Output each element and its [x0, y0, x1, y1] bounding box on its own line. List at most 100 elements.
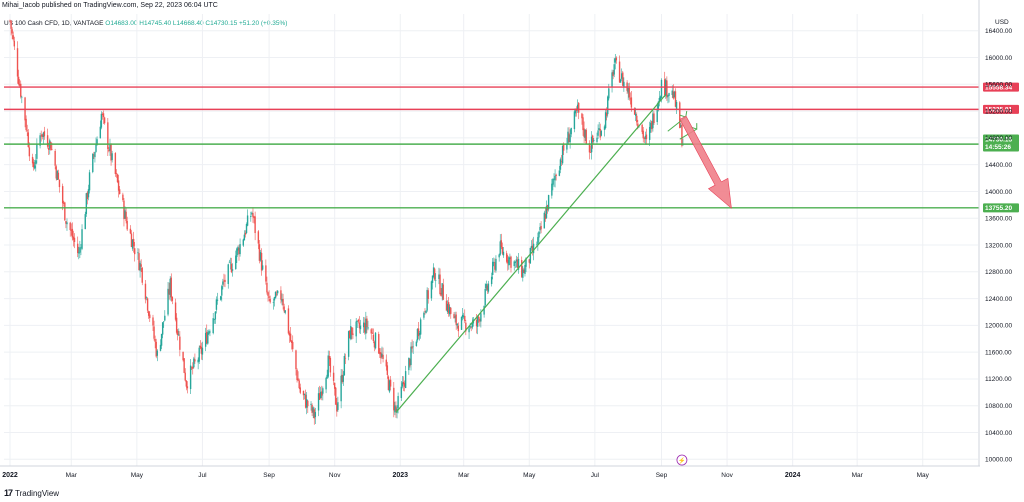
candle-body	[118, 189, 121, 194]
candle-body	[111, 153, 113, 161]
trendline[interactable]	[395, 93, 667, 413]
candle-body	[272, 302, 275, 303]
candle-body	[364, 323, 366, 333]
candle-body	[540, 225, 542, 230]
candle-body	[341, 374, 343, 383]
candle-body	[465, 322, 467, 332]
candle-body	[524, 265, 526, 274]
candle-body	[132, 238, 135, 247]
candle-body	[177, 330, 179, 336]
candle-body	[21, 96, 23, 98]
candle-body	[359, 325, 362, 330]
candle-body	[344, 357, 347, 359]
candle-body	[537, 237, 539, 245]
horizontal-levels: 15558.3415225.8114706.5813755.2014730.15…	[4, 82, 1019, 213]
candle-body	[356, 320, 358, 322]
candle-body	[267, 292, 269, 296]
candle-body	[499, 241, 501, 255]
candle-body	[50, 142, 52, 151]
candle-body	[137, 252, 139, 254]
price-tick-label: 12800.00	[985, 269, 1012, 276]
candle-body	[385, 359, 387, 367]
candle-body	[441, 283, 443, 295]
candle-body	[379, 352, 381, 355]
candle-body	[274, 292, 277, 299]
candle-body	[433, 268, 436, 280]
candle-body	[560, 161, 563, 162]
candle-body	[447, 302, 450, 314]
candle-body	[273, 297, 276, 301]
candle-body	[228, 261, 231, 263]
candle-body	[415, 341, 418, 346]
candle-body	[457, 325, 460, 332]
candle-body	[431, 275, 434, 283]
candle-body	[155, 341, 157, 357]
candle-body	[469, 325, 471, 328]
candle-body	[85, 193, 88, 215]
candle-body	[214, 311, 217, 320]
candle-body	[328, 356, 331, 360]
candle-body	[244, 232, 247, 235]
symbol-name[interactable]: US 100 Cash CFD, 1D, VANTAGE	[4, 20, 104, 27]
candle-body	[107, 122, 109, 149]
candle-body	[39, 135, 41, 146]
candle-body	[389, 379, 392, 387]
candle-body	[333, 382, 336, 389]
candle-body	[336, 403, 338, 412]
symbol-legend: US 100 Cash CFD, 1D, VANTAGE O14683.00 H…	[4, 20, 287, 27]
candle-body	[171, 296, 174, 301]
candle-body	[212, 318, 214, 334]
time-tick-label: Mar	[66, 472, 78, 479]
candle-body	[222, 281, 224, 285]
candle-body	[321, 391, 323, 396]
candle-body	[378, 334, 380, 354]
candle-body	[31, 156, 34, 164]
candle-body	[559, 159, 562, 170]
candle-body	[342, 375, 344, 382]
candle-body	[64, 202, 66, 221]
candle-body	[658, 97, 661, 102]
candle-body	[43, 131, 46, 137]
candle-body	[332, 372, 335, 381]
publisher-line: Mihai_Iacob published on TradingView.com…	[2, 2, 218, 9]
candle-body	[607, 96, 609, 115]
candle-body	[629, 98, 632, 100]
candle-body	[208, 331, 210, 334]
candle-body	[569, 134, 571, 143]
candle-body	[201, 347, 204, 355]
candle-body	[641, 124, 643, 132]
candle-body	[223, 280, 225, 282]
candle-body	[35, 160, 37, 165]
candle-body	[164, 315, 166, 321]
candle-body	[246, 215, 249, 226]
projection-down-arrow[interactable]	[679, 115, 732, 209]
candle-body	[32, 162, 35, 168]
candle-body	[287, 308, 290, 334]
candle-body	[209, 331, 211, 333]
time-tick-label: May	[917, 472, 930, 479]
candle-body	[335, 387, 337, 405]
candle-body	[440, 292, 442, 296]
candle-body	[532, 243, 535, 254]
candle-body	[681, 124, 683, 146]
candle-body	[513, 261, 515, 267]
candle-body	[539, 227, 541, 231]
brand-name[interactable]: TradingView	[15, 488, 60, 498]
candle-body	[169, 278, 171, 295]
candle-body	[355, 321, 357, 337]
candle-body	[568, 133, 570, 143]
candle-body	[125, 211, 127, 222]
candle-body	[366, 318, 368, 328]
time-tick-label: May	[523, 472, 536, 479]
candle-body	[403, 383, 406, 387]
candle-body	[292, 342, 294, 350]
event-marker-icon[interactable]	[676, 454, 688, 466]
time-tick-label: 2024	[785, 472, 801, 479]
candle-body	[161, 322, 164, 335]
candle-body	[207, 332, 209, 344]
candle-body	[521, 260, 523, 277]
candle-body	[372, 334, 375, 342]
candle-body	[81, 229, 83, 249]
tradingview-logo: 17	[4, 488, 13, 498]
